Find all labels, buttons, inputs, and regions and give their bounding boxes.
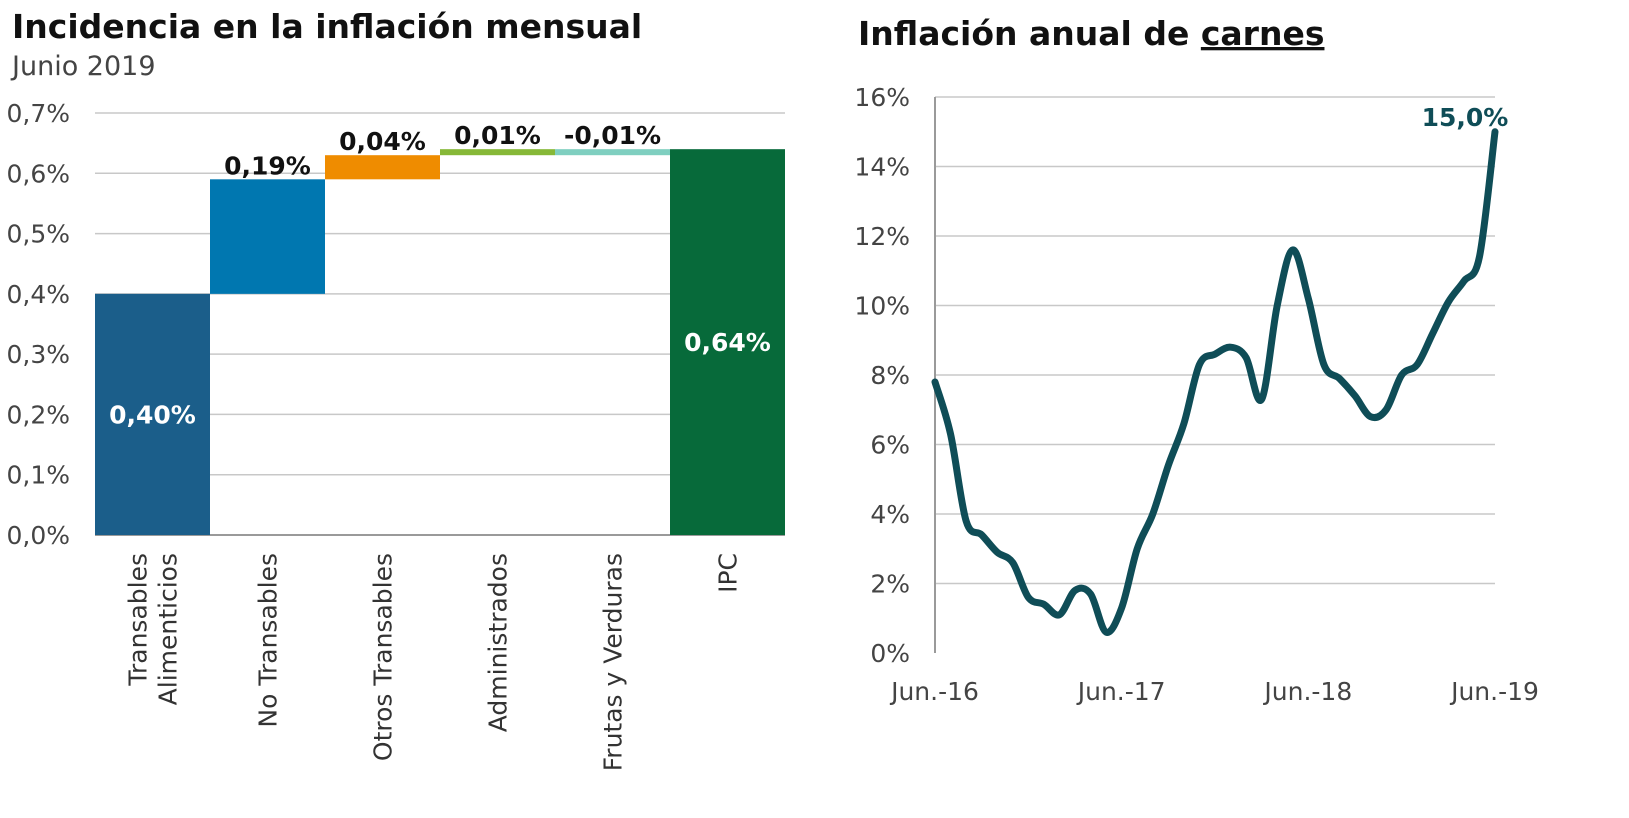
category-label-line: Administrados — [484, 553, 513, 732]
x-tick-label: Jun.-17 — [1076, 677, 1166, 706]
category-label-line: Transables — [124, 553, 153, 687]
category-label: TransablesAlimenticios — [124, 553, 183, 705]
category-label-line: No Transables — [254, 553, 283, 728]
y-tick-label: 0,1% — [6, 461, 70, 490]
category-label-line: Otros Transables — [369, 553, 398, 761]
waterfall-bar — [210, 179, 325, 294]
bar-value-label: 0,01% — [454, 121, 541, 150]
category-label: Administrados — [484, 553, 513, 732]
y-tick-label: 6% — [870, 431, 910, 460]
bar-value-label: 0,19% — [224, 151, 311, 180]
waterfall-bar — [95, 293, 210, 535]
waterfall-bar — [670, 149, 785, 535]
x-tick-label: Jun.-16 — [889, 677, 979, 706]
y-tick-label: 8% — [870, 361, 910, 390]
y-tick-label: 14% — [854, 153, 910, 182]
line-chart-title: Inflación anual de carnes — [858, 14, 1324, 53]
line-chart-title-prefix: Inflación anual de — [858, 14, 1201, 53]
category-label: No Transables — [254, 553, 283, 728]
bar-value-label: -0,01% — [564, 121, 661, 150]
category-label: Frutas y Verduras — [599, 553, 628, 771]
y-tick-label: 0,3% — [6, 340, 70, 369]
waterfall-bar — [440, 149, 555, 156]
y-tick-label: 16% — [854, 83, 910, 112]
y-tick-label: 0,0% — [6, 521, 70, 550]
end-value-label: 15,0% — [1422, 103, 1509, 132]
x-tick-label: Jun.-18 — [1262, 677, 1352, 706]
x-tick-label: Jun.-19 — [1449, 677, 1539, 706]
category-label-line: Alimenticios — [154, 553, 183, 705]
bar-value-label: 0,04% — [339, 127, 426, 156]
y-tick-label: 0,5% — [6, 220, 70, 249]
y-tick-label: 4% — [870, 500, 910, 529]
waterfall-bar — [555, 149, 670, 156]
bar-value-label: 0,64% — [684, 328, 771, 357]
category-label-line: Frutas y Verduras — [599, 553, 628, 771]
y-tick-label: 0,6% — [6, 159, 70, 188]
category-label: IPC — [714, 553, 743, 593]
meat-inflation-series-line — [931, 128, 1499, 636]
y-tick-label: 0,4% — [6, 280, 70, 309]
y-tick-label: 0,7% — [6, 99, 70, 128]
category-label: Otros Transables — [369, 553, 398, 761]
category-label-line: IPC — [714, 553, 743, 593]
y-tick-label: 0% — [870, 639, 910, 668]
waterfall-subtitle: Junio 2019 — [10, 51, 156, 82]
y-tick-label: 2% — [870, 570, 910, 599]
waterfall-chart: Incidencia en la inflación mensual Junio… — [6, 7, 785, 771]
y-tick-label: 10% — [854, 292, 910, 321]
y-tick-label: 0,2% — [6, 400, 70, 429]
y-tick-label: 12% — [854, 222, 910, 251]
waterfall-title: Incidencia en la inflación mensual — [12, 7, 642, 46]
waterfall-bar — [325, 155, 440, 180]
bar-value-label: 0,40% — [109, 400, 196, 429]
line-chart-title-emphasis: carnes — [1201, 14, 1325, 53]
